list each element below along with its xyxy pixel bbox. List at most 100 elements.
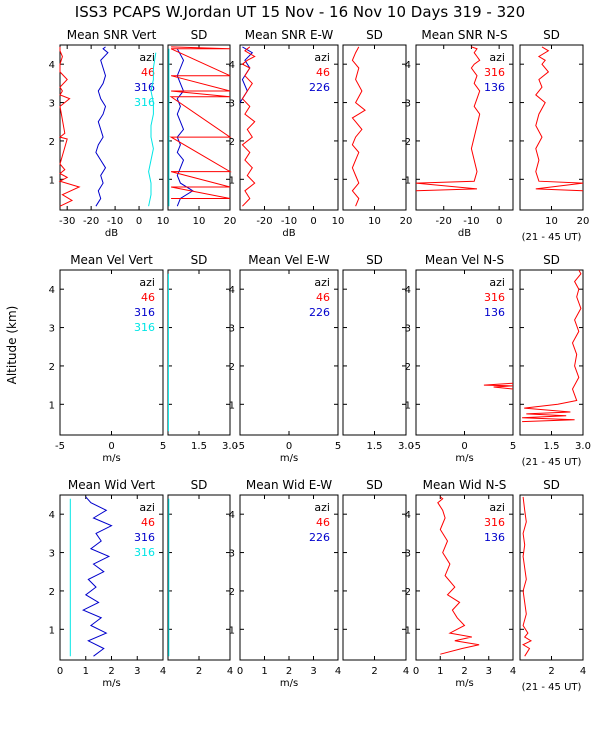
y-tick-label: 2 (405, 137, 411, 148)
x-tick-label: 0 (413, 666, 419, 677)
legend-entry: 136 (484, 531, 505, 544)
panel-title: SD (366, 478, 383, 492)
x-tick-label: 0 (496, 216, 502, 227)
y-tick-label: 4 (405, 510, 411, 521)
x-tick-label: 20 (400, 216, 413, 227)
x-tick-label: 0 (286, 441, 292, 452)
y-tick-label: 4 (229, 510, 235, 521)
plot-frame (167, 494, 231, 661)
panel-title: SD (191, 253, 208, 267)
plot-frame (167, 269, 231, 436)
plot-frame (167, 44, 231, 211)
panel-snr-ew-sd: SD 10 20 (342, 28, 413, 227)
series-line-316 (437, 496, 480, 655)
ut-note: (21 - 45 UT) (522, 232, 582, 243)
y-tick-label: 1 (49, 175, 55, 186)
x-tick-label: 1 (437, 666, 443, 677)
x-tick-label: 4 (227, 666, 233, 677)
panel-title: SD (366, 28, 383, 42)
y-tick-label: 2 (229, 362, 235, 373)
ut-note: (21 - 45 UT) (522, 457, 582, 468)
panel-title: Mean SNR N-S (421, 28, 507, 42)
legend-entry: 316 (134, 546, 155, 559)
x-tick-label: 2 (196, 666, 202, 677)
series-line-316 (82, 496, 113, 657)
series-line-316 (522, 496, 533, 657)
y-tick-label: 2 (49, 137, 55, 148)
y-tick-label: 1 (229, 400, 235, 411)
x-tick-label: 2 (371, 666, 377, 677)
panel-snr-vert: Mean SNR Vert 1 2 3 4 -30 -20 -10 0 10 dB azi 46 316 3… (49, 28, 170, 239)
panel-title: Mean Vel E-W (248, 253, 330, 267)
x-tick-label: 1.5 (544, 441, 560, 452)
x-tick-label: 10 (193, 216, 206, 227)
page-title: ISS3 PCAPS W.Jordan UT 15 Nov - 16 Nov 1… (74, 3, 526, 21)
panel-vel-ew: Mean Vel E-W 1 2 3 4 -5 0 5 m/s azi 46 226 (229, 253, 342, 464)
legend-entry: 316 (134, 321, 155, 334)
panel-vel-ew-sd: SD 1.5 3.0 (342, 253, 414, 452)
y-tick-label: 1 (405, 400, 411, 411)
legend-entry: azi (489, 276, 505, 289)
x-tick-label: 4 (335, 666, 341, 677)
x-axis-label: dB (282, 228, 295, 239)
legend-entry: 46 (141, 516, 155, 529)
y-tick-label: 4 (405, 285, 411, 296)
y-tick-label: 3 (229, 549, 235, 560)
series-line-316 (483, 382, 514, 390)
series-line-226 (239, 46, 254, 103)
x-tick-label: -10 (463, 216, 479, 227)
legend-entry: 316 (484, 291, 505, 304)
series-line-316 (522, 269, 582, 423)
y-tick-label: 1 (405, 175, 411, 186)
x-tick-label: -5 (55, 441, 65, 452)
series-line-46 (351, 46, 366, 207)
series-line-316 (176, 48, 194, 207)
series-line-46 (58, 46, 81, 207)
x-tick-label: -20 (436, 216, 452, 227)
y-tick-label: 3 (49, 549, 55, 560)
y-tick-label: 1 (49, 400, 55, 411)
x-tick-label: 1.5 (367, 441, 383, 452)
y-tick-label: 2 (229, 587, 235, 598)
x-tick-label: -20 (83, 216, 99, 227)
x-tick-label: 3 (486, 666, 492, 677)
panel-vel-vert: Mean Vel Vert 1 2 3 4 -5 0 5 m/s azi 46 316 316 (49, 253, 167, 464)
x-axis-label: dB (105, 228, 118, 239)
y-tick-label: 4 (229, 285, 235, 296)
series-line-316 (415, 46, 481, 192)
x-tick-label: 3 (134, 666, 140, 677)
x-tick-label: -20 (256, 216, 272, 227)
plot-frame (519, 494, 584, 661)
x-axis-label: m/s (280, 678, 298, 689)
y-tick-label: 4 (229, 60, 235, 71)
panel-title: SD (191, 28, 208, 42)
x-tick-label: 0 (461, 441, 467, 452)
series-line-316 (535, 46, 584, 192)
legend-entry: 226 (309, 306, 330, 319)
legend-entry: azi (489, 51, 505, 64)
x-tick-label: 0 (57, 666, 63, 677)
x-tick-label: 4 (580, 666, 586, 677)
x-tick-label: 3 (310, 666, 316, 677)
legend-entry: 316 (134, 531, 155, 544)
legend-entry: azi (314, 276, 330, 289)
panel-snr-ew: Mean SNR E-W 1 2 3 4 -20 -10 0 10 dB azi 46 226 (229, 28, 345, 239)
panel-title: Mean Vel N-S (425, 253, 504, 267)
plot-frame (342, 44, 407, 211)
x-tick-label: 0 (310, 216, 316, 227)
y-tick-label: 3 (229, 324, 235, 335)
panel-snr-ns-sd: SD 10 20 (21 - 45 UT) (519, 28, 589, 243)
panel-vel-ns-sd: SD 1.5 3.0 (21 - 45 UT) (519, 253, 591, 468)
panel-snr-vert-sd: SD 10 20 (167, 28, 236, 227)
panel-title: Mean Wid Vert (68, 478, 155, 492)
panel-title: SD (191, 478, 208, 492)
x-tick-label: 5 (160, 441, 166, 452)
panel-title: Mean SNR E-W (245, 28, 334, 42)
x-axis-label: m/s (455, 678, 473, 689)
x-tick-label: 3.0 (222, 441, 238, 452)
legend-entry: azi (489, 501, 505, 514)
y-tick-label: 4 (49, 510, 55, 521)
legend-entry: 46 (316, 516, 330, 529)
